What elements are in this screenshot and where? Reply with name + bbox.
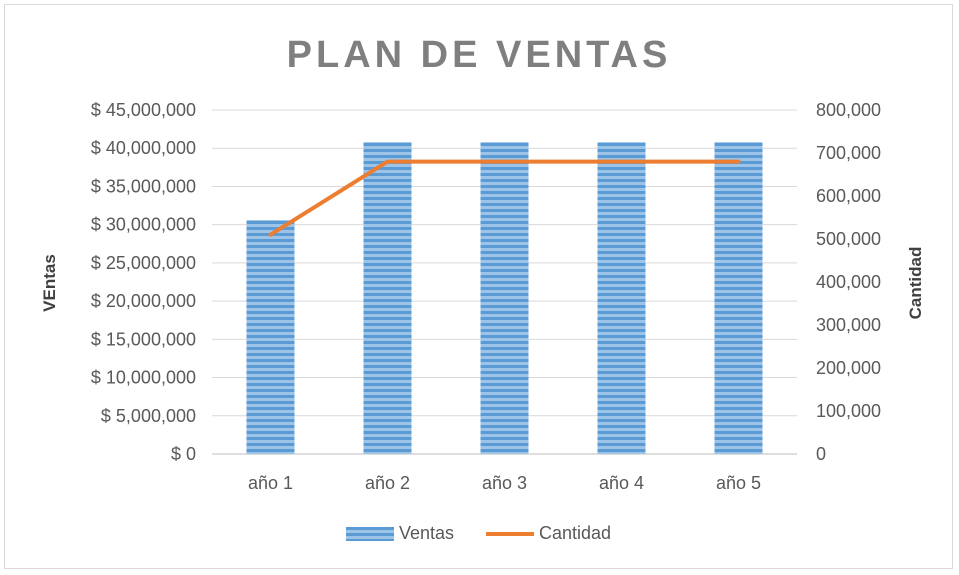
bar-ventas xyxy=(597,142,646,454)
x-tick-label: año 5 xyxy=(716,473,761,493)
right-tick-label: 800,000 xyxy=(816,100,881,120)
line-series-cantidad xyxy=(268,159,741,237)
left-tick-label: $ 35,000,000 xyxy=(91,176,196,196)
x-tick-label: año 1 xyxy=(248,473,293,493)
bar-ventas xyxy=(480,142,529,454)
x-tick-label: año 4 xyxy=(599,473,644,493)
chart-title: PLAN DE VENTAS xyxy=(287,34,672,76)
left-tick-label: $ 15,000,000 xyxy=(91,329,196,349)
right-tick-label: 700,000 xyxy=(816,143,881,163)
chart-svg: PLAN DE VENTAS $ 45,000,000$ 40,000,000$… xyxy=(40,34,925,543)
bar-ventas xyxy=(363,142,412,454)
bar-ventas xyxy=(714,142,763,454)
left-tick-label: $ 5,000,000 xyxy=(101,406,196,426)
left-tick-label: $ 10,000,000 xyxy=(91,368,196,388)
left-axis-title: VEntas xyxy=(40,254,59,312)
left-tick-label: $ 40,000,000 xyxy=(91,138,196,158)
legend-swatch-ventas xyxy=(346,527,394,541)
left-tick-label: $ 25,000,000 xyxy=(91,253,196,273)
bar-ventas xyxy=(246,220,295,454)
legend-label-ventas: Ventas xyxy=(399,523,454,543)
bar-series-ventas xyxy=(246,142,763,454)
legend: Ventas Cantidad xyxy=(346,523,611,543)
right-tick-label: 0 xyxy=(816,444,826,464)
right-tick-label: 300,000 xyxy=(816,315,881,335)
left-tick-label: $ 0 xyxy=(171,444,196,464)
left-axis-ticks: $ 45,000,000 $ 40,000,000 $ 35,000,000 $ 30… xyxy=(91,100,196,464)
left-tick-label: $ 20,000,000 xyxy=(91,291,196,311)
right-tick-label: 100,000 xyxy=(816,401,881,421)
chart-frame: PLAN DE VENTAS $ 45,000,000 $ 40,000,000 $… xyxy=(4,4,953,569)
right-tick-label: 200,000 xyxy=(816,358,881,378)
x-tick-label: año 3 xyxy=(482,473,527,493)
left-tick-label: $ 30,000,000 xyxy=(91,215,196,235)
right-tick-label: 600,000 xyxy=(816,186,881,206)
right-axis-ticks: 800,000 700,000 600,000 500,000 400,000 300,0… xyxy=(816,100,881,464)
legend-label-cantidad: Cantidad xyxy=(539,523,611,543)
left-tick-label: $ 45,000,000 xyxy=(91,100,196,120)
x-axis-ticks: año 1 año 2 año 3 año 4 año 5 xyxy=(248,473,761,493)
right-tick-label: 500,000 xyxy=(816,229,881,249)
right-tick-label: 400,000 xyxy=(816,272,881,292)
right-axis-title: Cantidad xyxy=(906,247,925,320)
x-tick-label: año 2 xyxy=(365,473,410,493)
